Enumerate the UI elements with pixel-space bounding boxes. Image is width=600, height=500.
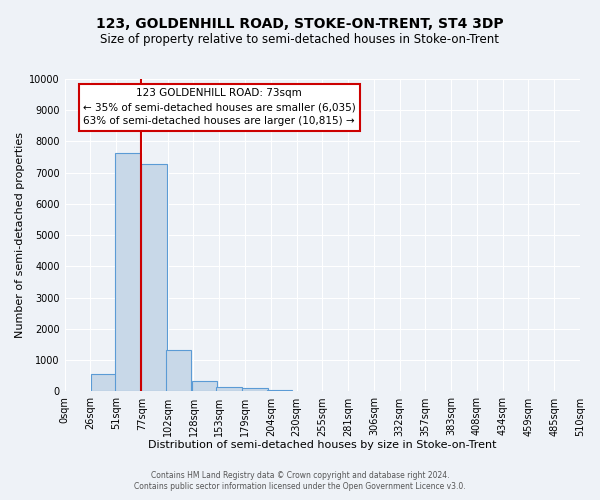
Text: Size of property relative to semi-detached houses in Stoke-on-Trent: Size of property relative to semi-detach… [101,32,499,46]
Text: Contains HM Land Registry data © Crown copyright and database right 2024.: Contains HM Land Registry data © Crown c… [151,471,449,480]
Bar [91,374,116,392]
Bar [242,388,268,392]
Bar [166,350,191,392]
Bar [115,154,141,392]
Bar [217,387,242,392]
Bar [267,390,292,392]
Y-axis label: Number of semi-detached properties: Number of semi-detached properties [15,132,25,338]
Text: Contains public sector information licensed under the Open Government Licence v3: Contains public sector information licen… [134,482,466,491]
X-axis label: Distribution of semi-detached houses by size in Stoke-on-Trent: Distribution of semi-detached houses by … [148,440,497,450]
Text: 123, GOLDENHILL ROAD, STOKE-ON-TRENT, ST4 3DP: 123, GOLDENHILL ROAD, STOKE-ON-TRENT, ST… [96,18,504,32]
Bar [191,380,217,392]
Bar [141,164,167,392]
Text: 123 GOLDENHILL ROAD: 73sqm
← 35% of semi-detached houses are smaller (6,035)
63%: 123 GOLDENHILL ROAD: 73sqm ← 35% of semi… [83,88,356,126]
